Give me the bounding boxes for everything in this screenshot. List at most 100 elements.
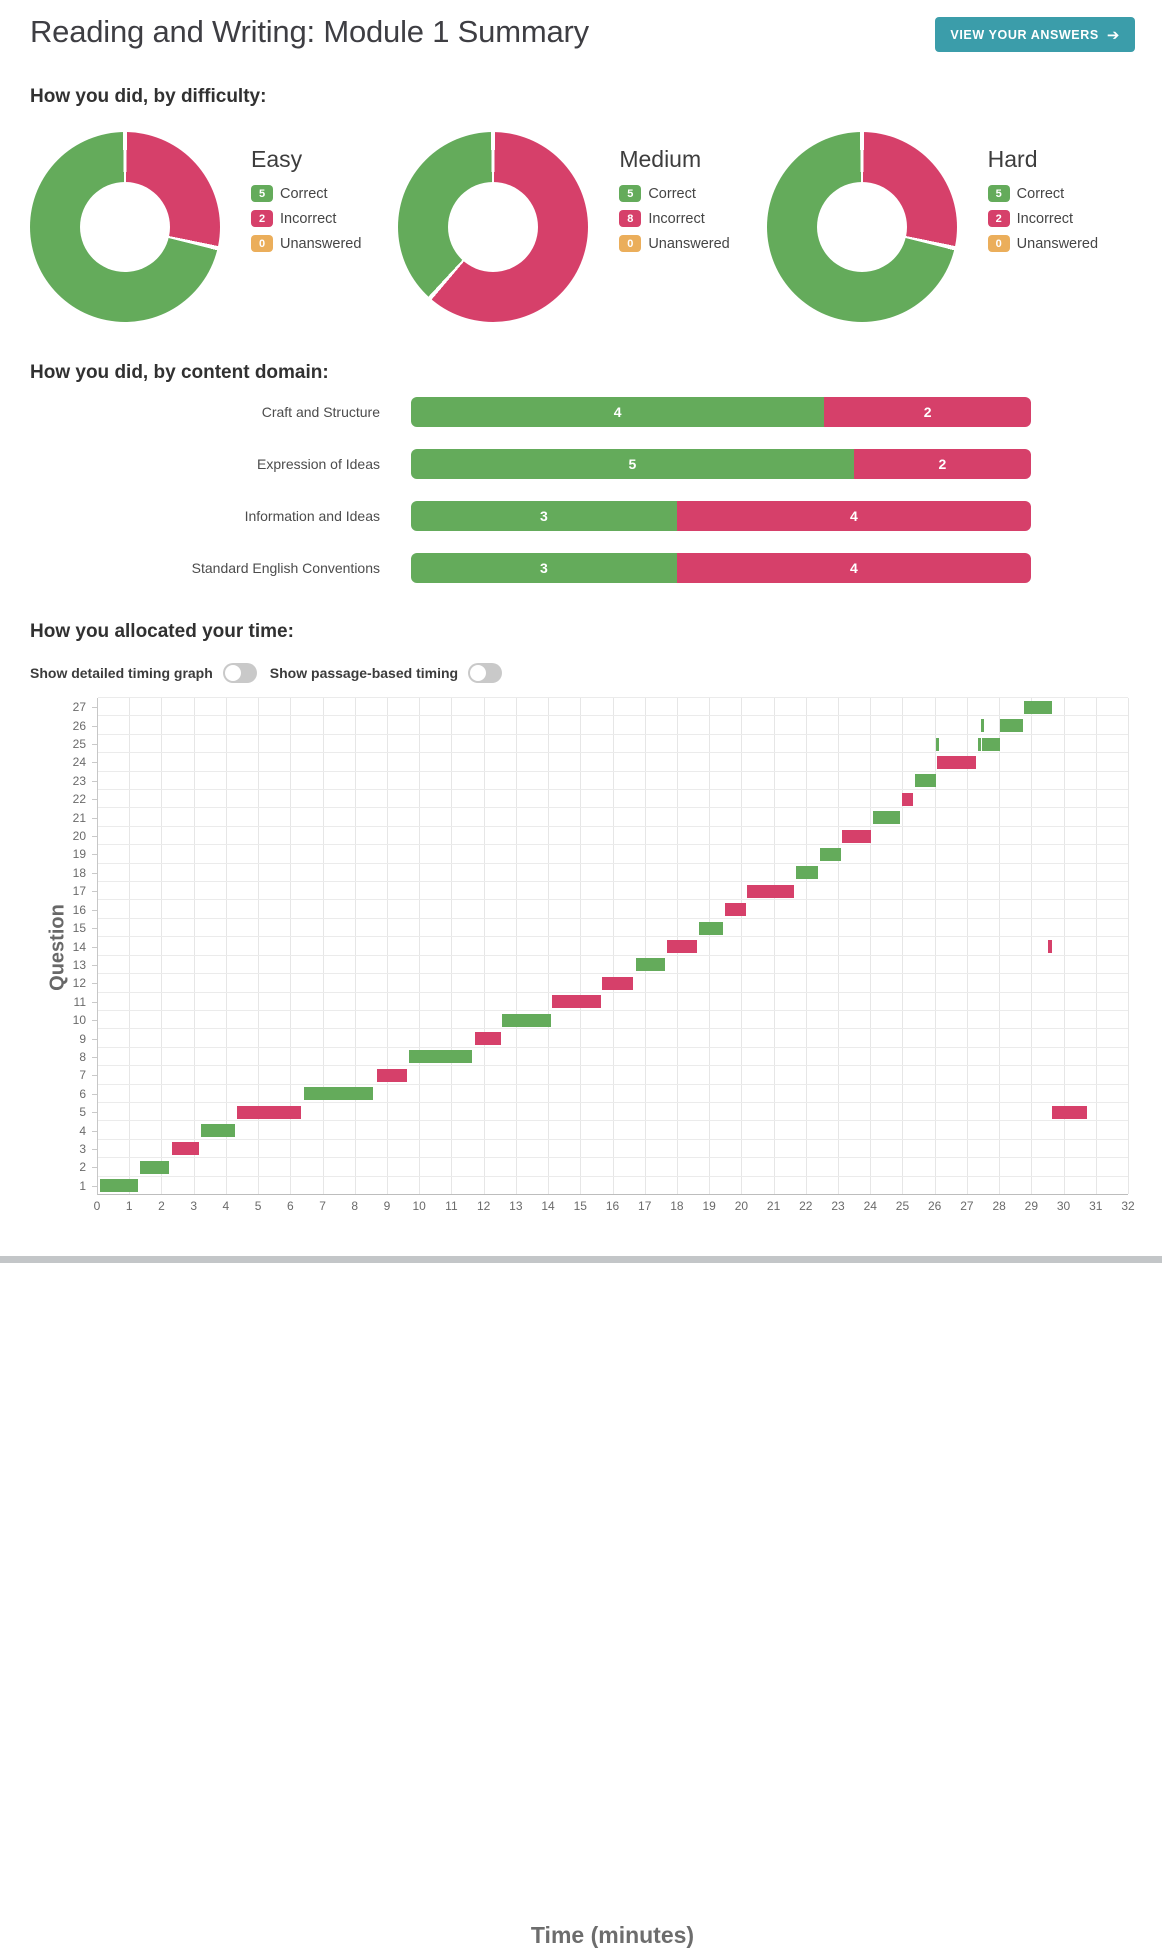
legend-label: Incorrect [1016, 210, 1074, 227]
y-tick-mark [92, 836, 97, 838]
timing-bar-q17 [747, 884, 794, 898]
gridline [98, 862, 1128, 864]
timing-bar-q10 [502, 1013, 551, 1027]
y-tick-label: 3 [79, 1141, 86, 1156]
gridline [644, 698, 646, 1194]
gridline [98, 1083, 1128, 1085]
legend-badge-unanswered: 0 [619, 235, 642, 252]
timing-bar-q27 [1024, 700, 1052, 714]
bottom-edge-strip [0, 1256, 1162, 1263]
toggle-knob [224, 665, 241, 681]
gridline [515, 698, 517, 1194]
domain-bar-chart: Craft and Structure 4 2 Expression of Ideas… [30, 397, 1135, 583]
y-tick-label: 18 [72, 865, 86, 880]
donut-legend-medium: Medium 5 Correct 8 Incorrect 0 Unanswered [619, 146, 730, 260]
gridline [98, 825, 1128, 827]
donut-title: Hard [987, 146, 1038, 172]
x-tick-label: 29 [1024, 1199, 1039, 1213]
y-tick-label: 7 [79, 1068, 86, 1083]
domain-section-heading: How you did, by content domain: [30, 362, 329, 383]
legend-label: Unanswered [648, 235, 730, 252]
gridline [98, 697, 1128, 698]
gridline [1063, 698, 1065, 1194]
y-tick-mark [92, 946, 97, 948]
legend-label: Correct [1016, 185, 1065, 202]
x-tick-label: 0 [93, 1199, 101, 1213]
passage-timing-toggle[interactable] [468, 663, 503, 683]
x-tick-label: 1 [125, 1199, 133, 1213]
page-header: Reading and Writing: Module 1 Summary VI… [30, 14, 1135, 52]
detailed-timing-toggle-group: Show detailed timing graph [30, 663, 257, 683]
domain-segment-correct: 3 [411, 501, 677, 531]
y-tick-mark [92, 780, 97, 782]
gridline [419, 698, 421, 1194]
toggle-knob [470, 665, 487, 681]
page-title: Reading and Writing: Module 1 Summary [30, 14, 589, 49]
timing-bar-q20 [842, 829, 872, 843]
gridline [580, 698, 582, 1194]
timing-bar-q15 [698, 921, 724, 935]
detailed-timing-toggle[interactable] [222, 663, 257, 683]
y-tick-label: 17 [72, 884, 86, 899]
gridline [709, 698, 711, 1194]
legend-item-unanswered: 0 Unanswered [987, 235, 1098, 252]
y-tick-mark [92, 1130, 97, 1132]
gridline [741, 698, 743, 1194]
gridline [98, 789, 1128, 791]
legend-item-correct: 5 Correct [619, 185, 729, 202]
timing-bar-q4 [201, 1124, 235, 1138]
gridline [98, 1138, 1128, 1140]
x-tick-label: 6 [286, 1199, 294, 1213]
gridline [98, 807, 1128, 809]
legend-badge-unanswered: 0 [251, 235, 273, 252]
legend-label: Incorrect [648, 210, 705, 227]
gridline [98, 991, 1128, 993]
gridline [98, 1009, 1128, 1011]
x-tick-label: 32 [1121, 1199, 1135, 1213]
domain-row-label: Craft and Structure [261, 404, 380, 420]
timing-section-heading: How you allocated your time: [30, 621, 294, 642]
y-tick-label: 13 [72, 957, 86, 972]
legend-badge-correct: 5 [987, 185, 1010, 202]
timing-bar-q5 [1051, 1105, 1088, 1119]
y-tick-mark [92, 707, 97, 709]
gridline [612, 698, 614, 1194]
y-tick-mark [92, 928, 97, 930]
gridline [870, 698, 872, 1194]
gridline [1031, 698, 1033, 1194]
domain-segment-incorrect: 2 [824, 397, 1031, 427]
x-tick-label: 3 [190, 1199, 197, 1213]
legend-item-incorrect: 2 Incorrect [987, 210, 1098, 227]
timing-toggles: Show detailed timing graph Show passage-… [30, 663, 1135, 683]
donut-hole [816, 182, 907, 272]
gridline [98, 899, 1128, 901]
gridline [98, 936, 1128, 938]
gridline [98, 1175, 1128, 1177]
y-tick-mark [92, 1056, 97, 1058]
legend-item-correct: 5 Correct [987, 185, 1098, 202]
timing-bar-q1 [99, 1179, 139, 1193]
domain-row: Standard English Conventions 3 4 [30, 553, 1135, 583]
domain-segment-correct: 3 [411, 553, 677, 583]
legend-item-incorrect: 2 Incorrect [251, 210, 361, 227]
y-tick-mark [92, 1167, 97, 1169]
timing-bar-q6 [304, 1087, 374, 1101]
legend-badge-incorrect: 8 [619, 210, 642, 227]
gridline [966, 698, 968, 1194]
view-your-answers-button[interactable]: VIEW YOUR ANSWERS ➔ [935, 17, 1135, 52]
x-tick-label: 28 [992, 1199, 1006, 1213]
gridline [225, 698, 227, 1194]
timing-gantt-chart: Question 1 2 3 4 5 6 7 8 9 10 11 12 13 14 15 16 17 18 19 20… [30, 697, 1135, 1948]
timing-bar-q14 [1048, 940, 1052, 953]
legend-label: Unanswered [280, 235, 362, 252]
gridline [98, 844, 1128, 846]
timing-bar-q26 [1000, 719, 1023, 733]
gridline [258, 698, 260, 1194]
legend-item-unanswered: 0 Unanswered [619, 235, 730, 252]
gridline [354, 698, 356, 1194]
x-tick-label: 27 [960, 1199, 974, 1213]
x-tick-label: 21 [766, 1199, 781, 1213]
